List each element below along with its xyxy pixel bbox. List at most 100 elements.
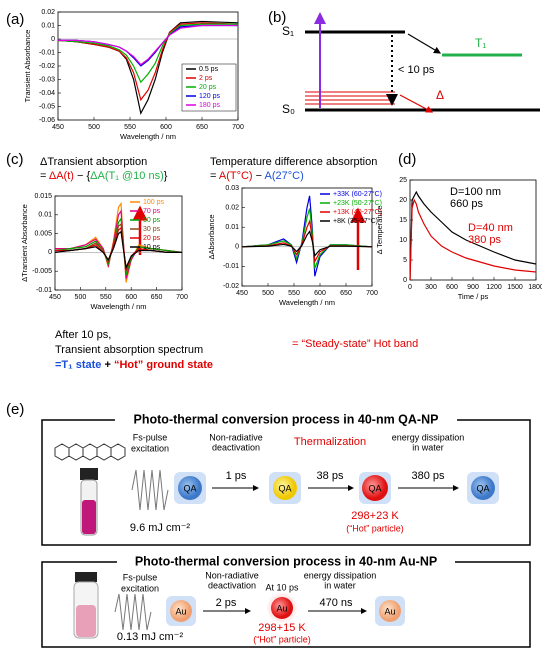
formula-part: } bbox=[164, 170, 168, 182]
step-label: Fs-pulse bbox=[133, 432, 168, 442]
delta-label: Δ bbox=[436, 88, 444, 102]
particle: QA bbox=[368, 483, 381, 493]
time-label: 380 ps bbox=[411, 470, 445, 482]
x-tick-label: 450 bbox=[52, 124, 64, 131]
series-line bbox=[409, 198, 537, 281]
panel-title: ΔTransient absorption bbox=[40, 156, 147, 168]
fluence: 0.13 mJ cm⁻² bbox=[117, 631, 184, 643]
x-tick-label: 600 bbox=[314, 290, 326, 297]
state-label: T₁ bbox=[475, 36, 486, 50]
formula-part: − bbox=[253, 170, 265, 182]
legend-label: +13K (40-27°C) bbox=[333, 208, 382, 216]
qa-process: Photo-thermal conversion process in 40-n… bbox=[41, 411, 531, 546]
summary-part: “Hot” ground state bbox=[114, 359, 213, 371]
y-tick-label: -0.02 bbox=[39, 63, 55, 70]
x-tick-label: 650 bbox=[151, 294, 163, 301]
y-tick-label: 0 bbox=[403, 277, 407, 284]
legend-label: +33K (60-27°C) bbox=[333, 190, 382, 198]
summary-part: + bbox=[101, 359, 114, 371]
particle: Au bbox=[276, 603, 287, 613]
x-tick-label: 900 bbox=[467, 284, 479, 291]
step-label: in water bbox=[412, 442, 444, 452]
y-tick-label: 0 bbox=[51, 36, 55, 43]
box-title: Photo-thermal conversion process in 40-n… bbox=[135, 554, 437, 568]
state-label: S₁ bbox=[282, 24, 294, 38]
y-tick-label: 0.03 bbox=[225, 185, 239, 192]
legend-label: 2 ps bbox=[199, 75, 213, 82]
time-label: 2 ps bbox=[216, 597, 237, 609]
y-tick-label: -0.03 bbox=[39, 76, 55, 83]
y-tick-label: -0.01 bbox=[39, 49, 55, 56]
x-tick-label: 550 bbox=[100, 294, 112, 301]
y-tick-label: -0.005 bbox=[32, 268, 52, 275]
step-label: energy dissipation bbox=[304, 570, 377, 580]
series-line bbox=[241, 219, 373, 264]
x-tick-label: 600 bbox=[160, 124, 172, 131]
time-label: 1 ps bbox=[226, 470, 247, 482]
legend-label: 100 ps bbox=[143, 199, 165, 206]
y-tick-label: 0 bbox=[48, 249, 52, 256]
x-tick-label: 500 bbox=[75, 294, 87, 301]
step-label: Fs-pulse bbox=[123, 572, 158, 582]
step-label: deactivation bbox=[212, 442, 260, 452]
y-tick-label: -0.01 bbox=[36, 287, 52, 294]
annotation: D=40 nm bbox=[468, 222, 513, 234]
hot-temp: 298+23 K bbox=[351, 510, 399, 522]
time-label: < 10 ps bbox=[398, 64, 435, 76]
series-line bbox=[54, 230, 182, 270]
formula-part: = bbox=[210, 170, 219, 182]
step-label: energy dissipation bbox=[392, 432, 465, 442]
legend-label: 20 ps bbox=[143, 235, 161, 242]
step-label: Non-radiative bbox=[205, 570, 259, 580]
y-tick-label: 0.01 bbox=[38, 212, 52, 219]
x-tick-label: 300 bbox=[425, 284, 437, 291]
step-label: in water bbox=[324, 580, 356, 590]
legend-label: 0.5 ps bbox=[199, 66, 219, 73]
legend-label: +8K (35-27°C) bbox=[333, 217, 378, 225]
x-tick-label: 450 bbox=[236, 290, 248, 297]
y-axis-label: ΔAbsorbance bbox=[207, 214, 216, 259]
panel-label: (c) bbox=[6, 151, 24, 168]
y-axis-label: Δ Temperature bbox=[375, 206, 384, 255]
panel-label: (e) bbox=[6, 401, 24, 418]
time-label: 470 ns bbox=[319, 597, 353, 609]
summary-text: =T₁ state + “Hot” ground state bbox=[55, 359, 213, 371]
hot-temp: 298+15 K bbox=[258, 622, 306, 634]
summary-text: = “Steady-state” Hot band bbox=[292, 338, 418, 350]
particle: Au bbox=[175, 606, 186, 616]
formula-part: ΔA(t) bbox=[49, 170, 74, 182]
x-tick-label: 650 bbox=[196, 124, 208, 131]
plot-frame bbox=[241, 187, 373, 287]
x-axis-label: Wavelength / nm bbox=[91, 302, 147, 311]
y-tick-label: 0.02 bbox=[225, 204, 239, 211]
step-label: excitation bbox=[131, 443, 169, 453]
x-tick-label: 550 bbox=[124, 124, 136, 131]
x-tick-label: 550 bbox=[288, 290, 300, 297]
x-tick-label: 450 bbox=[49, 294, 61, 301]
step-label: Non-radiative bbox=[209, 432, 263, 442]
x-tick-label: 500 bbox=[262, 290, 274, 297]
formula-part: A(27°C) bbox=[265, 170, 304, 182]
particle: Au bbox=[384, 606, 395, 616]
series-line bbox=[55, 201, 183, 283]
x-tick-label: 0 bbox=[408, 284, 412, 291]
legend-label: +23K (50-27°C) bbox=[333, 199, 382, 207]
hot-note: (“Hot” particle) bbox=[253, 634, 311, 644]
y-tick-label: 0.01 bbox=[41, 22, 55, 29]
y-tick-label: 0.01 bbox=[225, 224, 239, 231]
y-tick-label: 25 bbox=[399, 177, 407, 184]
series-line bbox=[409, 190, 537, 281]
y-tick-label: -0.04 bbox=[39, 90, 55, 97]
x-tick-label: 650 bbox=[340, 290, 352, 297]
au-process: Photo-thermal conversion process in 40-n… bbox=[41, 553, 531, 648]
summary-text: After 10 ps, bbox=[55, 329, 111, 341]
formula-part: − { bbox=[74, 170, 91, 182]
series-line bbox=[241, 230, 373, 257]
y-tick-label: -0.02 bbox=[223, 283, 239, 290]
fluence: 9.6 mJ cm⁻² bbox=[130, 522, 191, 534]
state-label: S₀ bbox=[282, 102, 295, 116]
y-tick-label: 20 bbox=[399, 197, 407, 204]
series-line bbox=[58, 24, 238, 66]
